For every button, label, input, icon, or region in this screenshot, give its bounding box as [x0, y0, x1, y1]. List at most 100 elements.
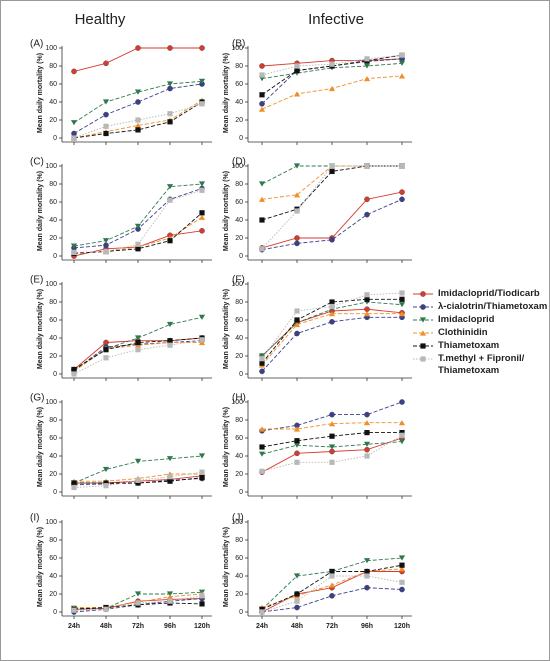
y-tick-label: 80 [49, 537, 57, 544]
point [135, 600, 141, 606]
panel-label: (B) [232, 39, 245, 50]
point [259, 606, 265, 612]
point [259, 444, 265, 450]
point [293, 91, 301, 97]
series-line [73, 83, 203, 134]
point [166, 456, 174, 462]
point [135, 45, 141, 51]
point [364, 296, 370, 302]
y-tick-label: 80 [235, 417, 243, 424]
y-tick-label: 0 [53, 253, 57, 260]
point [329, 459, 335, 465]
series-line [73, 99, 203, 139]
point [399, 432, 405, 438]
y-tick-label: 0 [239, 489, 243, 496]
series-line [261, 75, 403, 110]
y-tick-label: 100 [45, 45, 57, 52]
point [258, 181, 266, 187]
point [198, 339, 206, 346]
point [420, 291, 426, 297]
legend-label: T.methyl + Fipronil/ Thiametoxam [438, 353, 525, 376]
point [135, 117, 141, 123]
series-line [73, 80, 203, 124]
point [102, 466, 110, 473]
legend-swatch [413, 356, 433, 362]
x-tick-label: 120h [394, 623, 410, 630]
point [134, 591, 142, 597]
y-tick-label: 60 [235, 199, 243, 206]
point [293, 163, 301, 169]
legend-label: Imidacloprid [438, 314, 495, 325]
point [259, 356, 265, 362]
point [364, 196, 370, 203]
y-tick-label: 100 [45, 163, 57, 170]
series-line [262, 422, 402, 430]
y-axis-label: Mean daily mortality (%) [37, 407, 44, 487]
legend-label: Clothinidin [438, 327, 488, 338]
legend-item: λ-cialotrin/Thiametoxam [412, 301, 547, 314]
series-line [73, 478, 203, 486]
y-axis-label: Mean daily mortality (%) [37, 289, 44, 369]
series-line [73, 337, 203, 370]
series-line [73, 339, 203, 375]
point [167, 474, 173, 480]
point [399, 430, 405, 436]
legend-item: T.methyl + Fipronil/ Thiametoxam [412, 353, 547, 376]
point [166, 594, 174, 600]
point [135, 480, 141, 486]
point [103, 60, 109, 67]
point [294, 63, 300, 69]
point [166, 81, 174, 87]
y-tick-label: 40 [235, 453, 243, 460]
point [199, 337, 205, 343]
point [399, 296, 405, 302]
point [167, 238, 173, 244]
point [167, 85, 173, 92]
y-tick-label: 0 [239, 371, 243, 378]
point [398, 311, 406, 317]
point [364, 163, 370, 169]
series-line [73, 602, 203, 610]
y-tick-label: 0 [53, 371, 57, 378]
point [199, 227, 205, 234]
y-tick-label: 20 [235, 235, 243, 242]
point [198, 181, 206, 187]
point [364, 411, 370, 418]
point [399, 399, 405, 405]
x-tick-label: 96h [164, 623, 176, 630]
point [419, 330, 427, 336]
y-tick-label: 20 [235, 471, 243, 478]
point [329, 168, 335, 174]
point [166, 184, 174, 190]
point [135, 339, 141, 346]
series-line [73, 101, 203, 139]
x-tick-label: 24h [256, 623, 268, 630]
y-axis-label: Mean daily mortality (%) [223, 407, 230, 487]
point [258, 451, 266, 457]
point [293, 426, 301, 432]
point [329, 593, 335, 599]
y-tick-label: 40 [235, 99, 243, 106]
point [398, 60, 406, 66]
point [419, 317, 427, 323]
point [398, 302, 406, 308]
series-line [73, 340, 203, 371]
y-tick-label: 80 [49, 181, 57, 188]
y-tick-label: 100 [45, 519, 57, 526]
point [329, 163, 335, 169]
y-tick-label: 100 [231, 399, 243, 406]
point [259, 246, 265, 252]
series-line [261, 62, 403, 80]
point [259, 63, 265, 69]
series-line [261, 165, 402, 185]
point [135, 477, 141, 483]
point [294, 459, 300, 465]
point [398, 566, 406, 572]
point [135, 241, 141, 247]
x-tick-label: 120h [194, 623, 210, 630]
x-tick-label: 96h [361, 623, 373, 630]
series-line [73, 183, 203, 247]
point [71, 371, 77, 377]
point [134, 342, 142, 348]
